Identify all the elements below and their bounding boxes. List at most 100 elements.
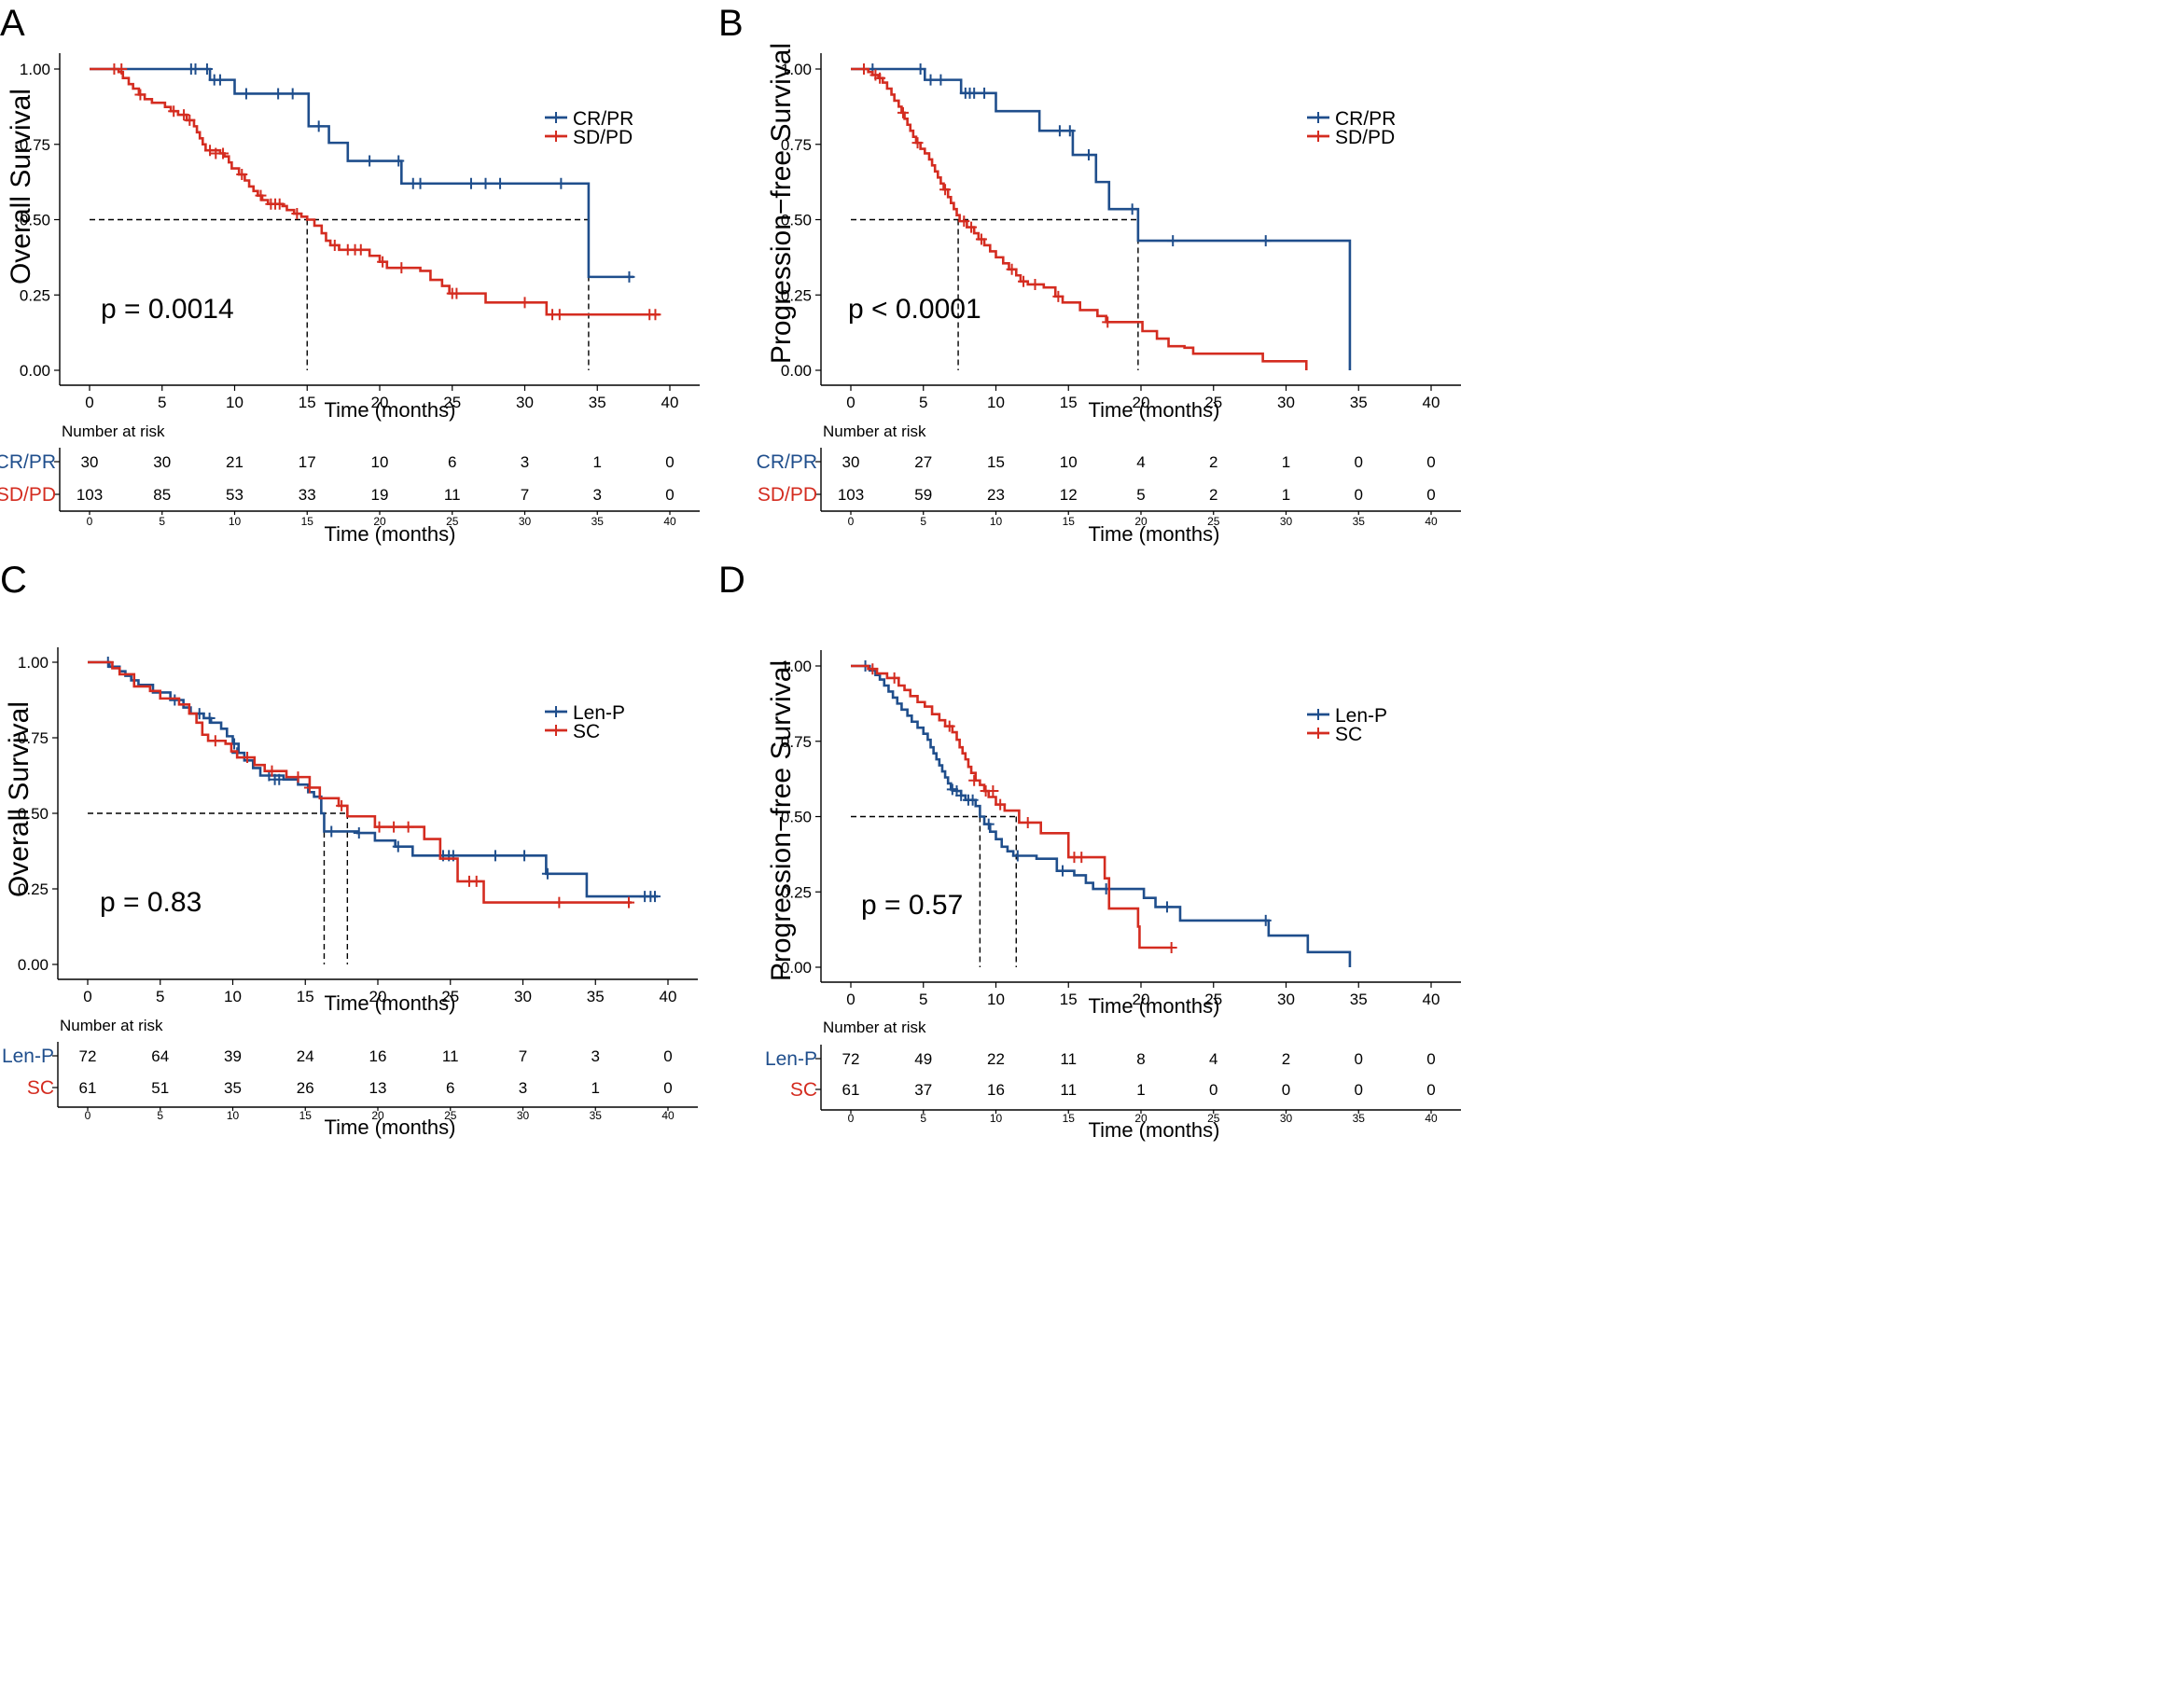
censor-mark xyxy=(168,105,180,118)
x-tick-label: 15 xyxy=(297,988,314,1005)
x-tick-label: 20 xyxy=(1133,991,1150,1008)
censor-mark xyxy=(1018,275,1030,287)
y-tick-label: 1.00 xyxy=(20,61,50,78)
x-tick-label: 15 xyxy=(1060,991,1078,1008)
censor-mark xyxy=(966,221,978,233)
x-tick-label: 35 xyxy=(1350,991,1368,1008)
risk-x-tick-label: 10 xyxy=(229,515,242,528)
y-axis-title: Overall Survival xyxy=(4,701,35,897)
censor-mark xyxy=(943,720,955,732)
risk-count: 0 xyxy=(1355,1050,1363,1068)
censor-mark xyxy=(451,287,463,299)
risk-count: 0 xyxy=(665,453,674,471)
risk-x-tick-label: 15 xyxy=(1063,1112,1076,1125)
risk-count: 103 xyxy=(838,486,864,504)
censor-mark xyxy=(649,891,661,903)
risk-count: 21 xyxy=(226,453,243,471)
censor-mark xyxy=(897,106,909,118)
censor-mark xyxy=(987,785,999,797)
censor-mark xyxy=(888,672,900,684)
risk-count: 24 xyxy=(297,1047,314,1065)
risk-count: 72 xyxy=(79,1047,97,1065)
y-tick-label: 0.50 xyxy=(18,805,49,823)
legend-label: SC xyxy=(573,721,600,742)
censor-mark xyxy=(995,798,1007,811)
x-tick-label: 40 xyxy=(1423,394,1440,411)
risk-count: 3 xyxy=(521,453,529,471)
censor-mark xyxy=(489,850,501,862)
censor-mark xyxy=(1167,235,1179,247)
risk-row-label: CR/PR xyxy=(0,451,56,473)
risk-table-title: Number at risk xyxy=(62,423,165,440)
y-tick-label: 0.50 xyxy=(781,809,812,826)
x-tick-label: 10 xyxy=(987,991,1005,1008)
censor-mark xyxy=(1259,914,1272,926)
panel-letter: D xyxy=(718,560,745,601)
panel-d: D0.000.250.500.751.000 5 10 15 20 25 30 35 40Tim… xyxy=(718,560,1461,1142)
risk-table-title: Number at risk xyxy=(823,423,926,440)
risk-count: 3 xyxy=(519,1079,527,1097)
censor-mark xyxy=(240,88,252,100)
y-tick-label: 0.00 xyxy=(18,956,49,974)
risk-x-tick-label: 35 xyxy=(1353,515,1366,528)
censor-mark xyxy=(273,198,285,210)
risk-count: 37 xyxy=(914,1081,932,1099)
censor-mark xyxy=(292,771,304,783)
censor-mark xyxy=(541,867,553,880)
y-tick-label: 0.25 xyxy=(781,883,812,901)
y-tick-label: 0.00 xyxy=(781,959,812,977)
risk-count: 0 xyxy=(665,486,674,504)
legend-label: SC xyxy=(1335,724,1362,745)
risk-count: 0 xyxy=(1355,486,1363,504)
censor-mark xyxy=(958,215,970,228)
y-tick-label: 0.25 xyxy=(781,286,812,304)
censor-mark xyxy=(982,818,995,830)
x-tick-label: 10 xyxy=(987,394,1005,411)
y-tick-label: 0.75 xyxy=(781,733,812,751)
panel-a: A0.000.250.500.751.000 5 10 15 20 25 30 35 40Tim… xyxy=(0,3,700,546)
x-tick-label: 5 xyxy=(158,394,166,411)
censor-mark xyxy=(1083,149,1095,161)
x-axis-title: Time (months) xyxy=(1089,994,1220,1018)
risk-x-tick-label: 30 xyxy=(1280,1112,1293,1125)
censor-mark xyxy=(967,794,979,806)
censor-mark xyxy=(1011,850,1023,862)
risk-count: 72 xyxy=(842,1050,860,1068)
censor-mark xyxy=(939,184,952,196)
x-tick-label: 20 xyxy=(1133,394,1150,411)
censor-mark xyxy=(134,89,146,101)
censor-mark xyxy=(273,773,285,785)
x-axis-title: Time (months) xyxy=(325,991,456,1015)
risk-count: 103 xyxy=(77,486,103,504)
risk-count: 2 xyxy=(1209,453,1217,471)
censor-mark xyxy=(1052,290,1064,302)
risk-count: 3 xyxy=(591,1047,600,1065)
risk-count: 39 xyxy=(224,1047,242,1065)
risk-count: 8 xyxy=(1136,1050,1145,1068)
y-tick-label: 1.00 xyxy=(781,658,812,675)
y-tick-label: 1.00 xyxy=(18,654,49,672)
risk-x-tick-label: 0 xyxy=(87,515,93,528)
censor-mark xyxy=(1161,901,1173,913)
censor-mark xyxy=(291,208,303,220)
legend-label: CR/PR xyxy=(573,108,633,130)
risk-table-title: Number at risk xyxy=(60,1017,163,1034)
censor-mark xyxy=(364,155,376,167)
x-tick-label: 10 xyxy=(224,988,242,1005)
x-axis-title: Time (months) xyxy=(1089,398,1220,422)
risk-x-tick-label: 0 xyxy=(85,1109,91,1122)
censor-mark xyxy=(396,262,408,274)
risk-count: 16 xyxy=(987,1081,1005,1099)
risk-count: 53 xyxy=(226,486,243,504)
censor-mark xyxy=(388,821,400,833)
risk-x-tick-label: 25 xyxy=(1207,515,1220,528)
risk-count: 0 xyxy=(1355,1081,1363,1099)
censor-mark xyxy=(470,875,482,887)
risk-table-title: Number at risk xyxy=(823,1019,926,1036)
risk-x-tick-label: 15 xyxy=(301,515,314,528)
risk-row-label: Len-P xyxy=(2,1046,54,1067)
risk-count: 11 xyxy=(1060,1081,1077,1099)
risk-count: 51 xyxy=(151,1079,169,1097)
y-axis-title: Progression−free Survival xyxy=(766,43,797,364)
risk-count: 64 xyxy=(151,1047,169,1065)
